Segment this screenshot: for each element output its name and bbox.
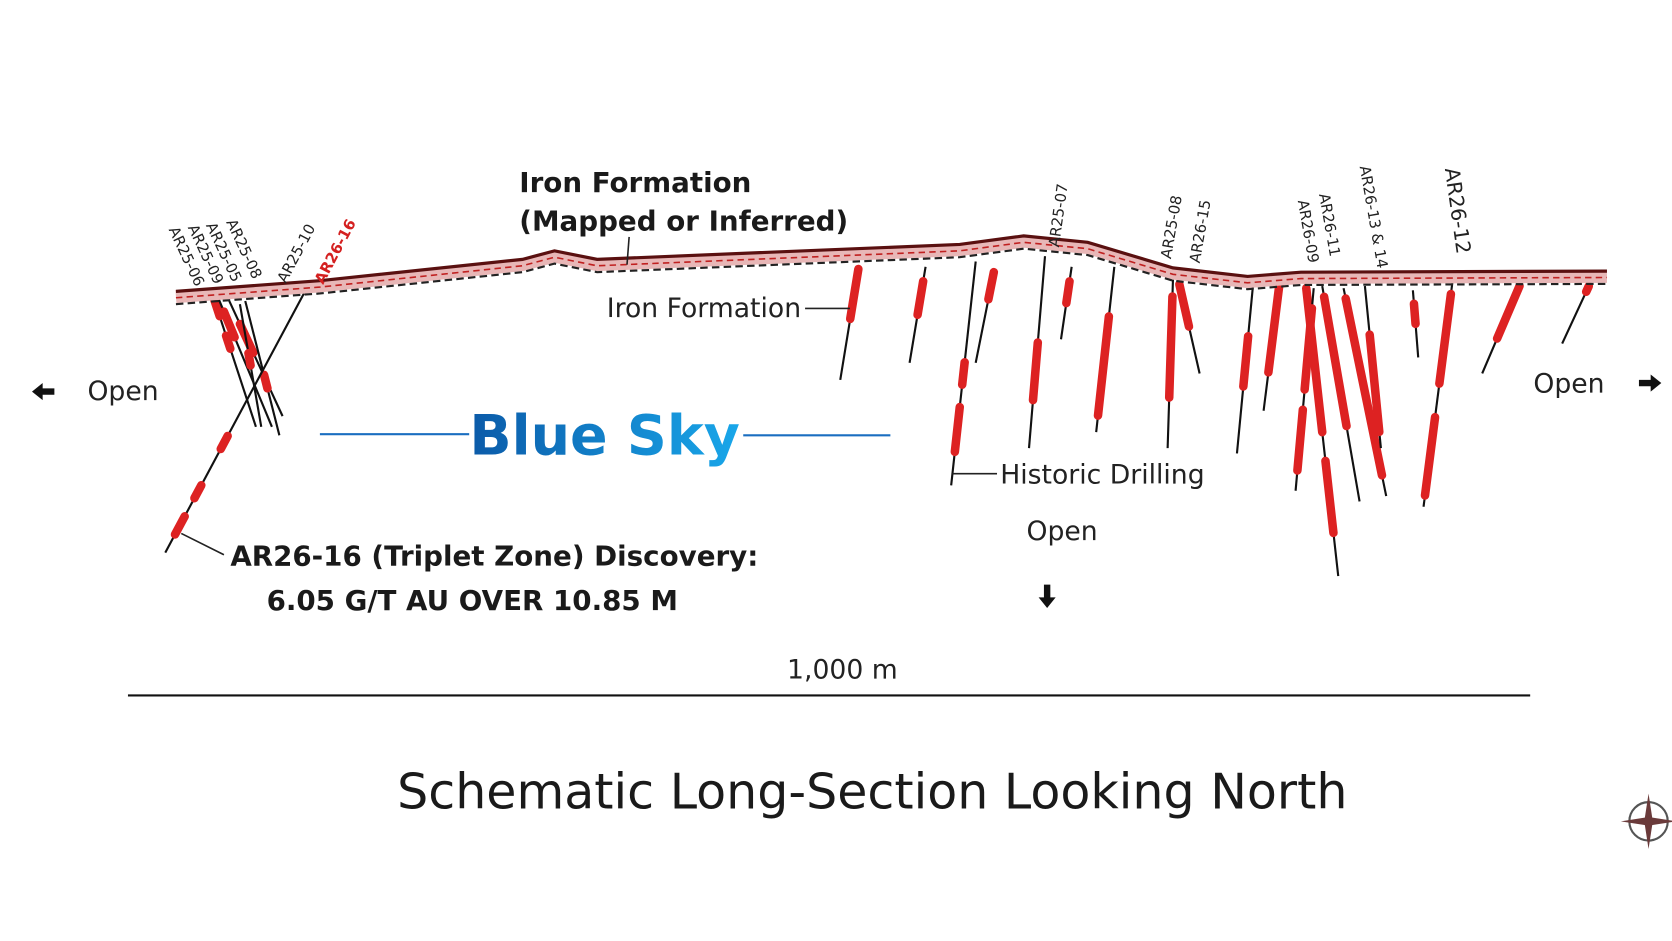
open-label: Open <box>87 376 158 407</box>
discovery-label: 6.05 G/T AU OVER 10.85 M <box>267 584 678 617</box>
mineralized-interval <box>1409 299 1420 329</box>
callout-leader <box>626 236 630 265</box>
compass-rose <box>1620 793 1672 850</box>
hole-label: AR25-07 <box>1045 182 1072 248</box>
mineralized-interval <box>1164 292 1177 402</box>
mineralized-interval <box>1319 292 1351 431</box>
mineralized-interval <box>950 402 965 457</box>
mineralized-interval <box>1062 277 1074 308</box>
mineralized-interval <box>1321 456 1338 538</box>
discovery-label: AR26-16 (Triplet Zone) Discovery: <box>230 539 758 572</box>
hole-label: AR25-08 <box>1157 194 1186 260</box>
iron-formation-callout: Iron Formation <box>519 166 751 199</box>
mineralized-interval <box>1435 289 1456 388</box>
mineralized-interval <box>1239 331 1253 391</box>
open-label: Open <box>1533 369 1604 400</box>
mineralized-interval <box>1341 294 1387 480</box>
mineralized-interval <box>1175 280 1194 331</box>
mineralized-interval <box>1300 304 1317 394</box>
iron-formation-band <box>175 234 1607 304</box>
mineralized-interval <box>984 267 999 304</box>
mineralized-interval <box>957 358 969 389</box>
open-label: Open <box>1026 516 1097 547</box>
mineralized-interval <box>259 370 272 393</box>
hole-label: AR26-12 <box>1440 166 1476 255</box>
mineralized-interval <box>221 331 235 353</box>
callout-leader <box>180 532 225 556</box>
mineralized-interval <box>1581 281 1594 297</box>
mineralized-interval <box>1028 338 1043 405</box>
zone-label: Blue Sky <box>469 405 740 469</box>
arrow-left <box>31 383 55 401</box>
historic-drilling-label: Historic Drilling <box>1000 459 1204 490</box>
mineralized-interval <box>1420 412 1440 500</box>
mineralized-interval <box>190 480 206 503</box>
mineralized-interval <box>170 512 189 539</box>
hole-label: AR26-13 & 14 <box>1356 164 1392 269</box>
mineralized-interval <box>219 307 239 342</box>
hole-label: AR26-15 <box>1186 198 1215 264</box>
mineralized-interval <box>244 348 255 370</box>
scale-label: 1,000 m <box>787 654 898 685</box>
drill-trace <box>164 292 305 554</box>
iron-formation-callout: (Mapped or Inferred) <box>519 205 848 238</box>
mineralized-interval <box>1264 278 1284 377</box>
arrow-down <box>1038 584 1056 609</box>
surface-line <box>175 234 1607 293</box>
arrow-right <box>1638 374 1662 392</box>
drill-trace <box>244 300 281 436</box>
iron-formation-label: Iron Formation <box>607 293 801 324</box>
mineralized-interval <box>913 276 928 320</box>
mineralized-interval <box>1093 312 1114 420</box>
mineralized-interval <box>1365 330 1384 437</box>
drill-holes <box>164 256 1594 577</box>
title: Schematic Long-Section Looking North <box>397 763 1347 821</box>
mineralized-interval <box>216 431 232 454</box>
iron-formation-line <box>175 241 1607 299</box>
mineralized-interval <box>845 264 863 324</box>
mineralized-interval <box>1293 405 1308 475</box>
mineralized-interval <box>1492 281 1524 343</box>
